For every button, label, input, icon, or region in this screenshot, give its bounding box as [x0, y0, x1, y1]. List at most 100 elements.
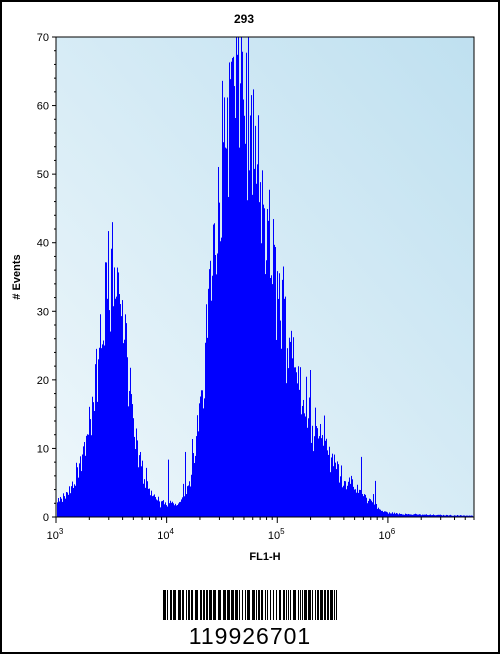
histogram-bar	[233, 56, 234, 517]
histogram-bar	[198, 431, 199, 517]
barcode-stripe	[312, 590, 313, 620]
histogram-bar	[375, 480, 376, 517]
histogram-bar	[269, 189, 270, 518]
histogram-bar	[330, 472, 331, 517]
histogram-bar	[291, 330, 292, 517]
histogram-bar	[178, 503, 179, 517]
histogram-bar	[309, 397, 310, 517]
histogram-bar	[245, 143, 246, 518]
histogram-bar	[216, 274, 217, 517]
barcode-stripe	[188, 590, 190, 620]
histogram-bar	[242, 51, 243, 517]
histogram-bar	[344, 480, 345, 517]
histogram-bar	[306, 376, 307, 517]
barcode-stripe	[256, 590, 257, 620]
histogram-bar	[267, 208, 268, 517]
histogram-bar	[73, 487, 74, 517]
histogram-bar	[208, 288, 209, 517]
histogram-bar	[456, 515, 457, 517]
histogram-bar	[275, 247, 276, 517]
barcode-stripe	[273, 590, 274, 620]
histogram-bar	[411, 514, 412, 517]
histogram-bar	[204, 398, 205, 517]
histogram-bar	[128, 406, 129, 517]
y-tick-label: 40	[37, 238, 49, 250]
histogram-bar	[340, 476, 341, 517]
histogram-bar	[108, 231, 109, 517]
histogram-bar	[165, 502, 166, 517]
histogram-bar	[132, 404, 133, 517]
histogram-bar	[452, 515, 453, 517]
histogram-bar	[225, 147, 226, 518]
barcode-stripe	[200, 590, 202, 620]
barcode-stripe	[195, 590, 198, 620]
histogram-bar	[260, 182, 261, 517]
histogram-bar	[426, 514, 427, 517]
barcode-stripe	[270, 590, 271, 620]
histogram-bar	[149, 488, 150, 517]
histogram-bar	[462, 515, 463, 517]
histogram-bar	[357, 484, 358, 517]
histogram-bar	[237, 54, 238, 517]
histogram-bar	[410, 514, 411, 517]
histogram-bar	[369, 498, 370, 517]
histogram-bar	[259, 202, 260, 517]
histogram-bar	[362, 494, 363, 517]
histogram-bar	[92, 396, 93, 517]
barcode-stripe	[330, 590, 333, 620]
histogram-bar	[378, 507, 379, 517]
histogram-bar	[408, 513, 409, 517]
histogram-bar	[68, 494, 69, 517]
histogram-bar	[363, 496, 364, 517]
histogram-bar	[435, 515, 436, 517]
histogram-bar	[253, 89, 254, 517]
y-axis-label: # Events	[11, 254, 23, 299]
histogram-bar	[87, 434, 88, 517]
histogram-bar	[404, 514, 405, 517]
histogram-bar	[66, 492, 67, 517]
histogram-bar	[59, 501, 60, 517]
histogram-bar	[390, 513, 391, 517]
histogram-bar	[95, 364, 96, 517]
barcode-stripe	[178, 590, 181, 620]
histogram-bar	[94, 411, 95, 517]
histogram-bar	[471, 515, 472, 517]
histogram-bar	[355, 489, 356, 517]
histogram-bar	[289, 337, 290, 517]
x-axis-label: FL1-H	[249, 551, 280, 563]
histogram-bar	[327, 450, 328, 517]
histogram-bar	[99, 347, 100, 517]
histogram-bar	[74, 484, 75, 517]
histogram-bar	[361, 456, 362, 517]
histogram-bar	[296, 372, 297, 517]
histogram-bar	[154, 494, 155, 517]
histogram-bar	[263, 204, 264, 518]
histogram-bar	[415, 513, 416, 517]
histogram-bar	[116, 296, 117, 517]
histogram-bar	[420, 514, 421, 517]
histogram-bar	[65, 498, 66, 517]
histogram-bar	[83, 446, 84, 517]
histogram-bar	[174, 505, 175, 517]
histogram-bar	[88, 434, 89, 517]
histogram-bar	[96, 348, 97, 517]
histogram-bar	[403, 514, 404, 517]
barcode-stripe	[298, 590, 299, 620]
histogram-bar	[293, 337, 294, 517]
barcode-stripe	[283, 590, 285, 620]
histogram-bar	[470, 515, 471, 517]
histogram-bar	[379, 509, 380, 517]
histogram-bar	[450, 514, 451, 517]
histogram-bar	[70, 493, 71, 517]
histogram-bar	[346, 489, 347, 517]
histogram-bar	[409, 514, 410, 517]
histogram-bar	[377, 508, 378, 517]
histogram-bar	[240, 83, 241, 517]
histogram-bar	[335, 462, 336, 517]
histogram-bar	[288, 368, 289, 517]
histogram-bar	[459, 515, 460, 517]
histogram-bar	[472, 515, 473, 517]
histogram-bar	[171, 502, 172, 517]
histogram-bar	[444, 515, 445, 517]
histogram-bar	[210, 260, 211, 517]
